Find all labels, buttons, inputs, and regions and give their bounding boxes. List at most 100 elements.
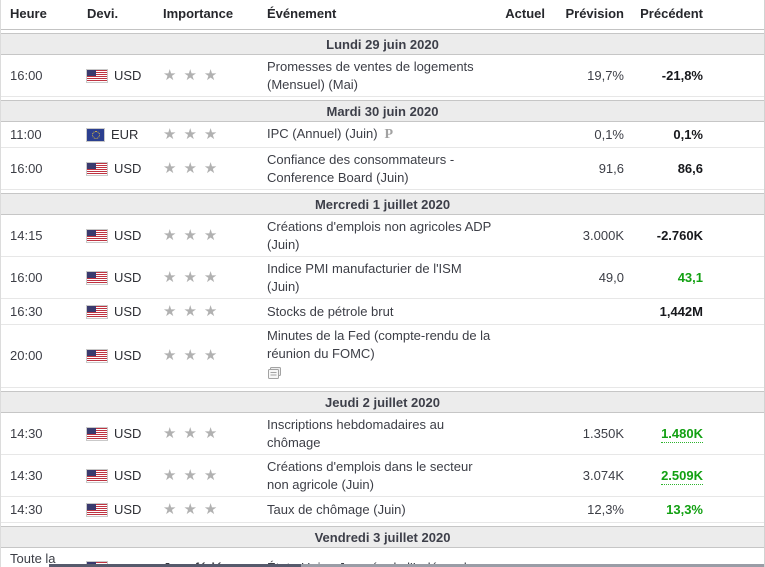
forecast-value: 1.350K (582, 425, 624, 441)
us-flag-icon (87, 69, 107, 82)
forecast-value: 12,3% (587, 501, 624, 517)
us-flag-icon (87, 229, 107, 242)
star-icon: ★ (183, 159, 197, 177)
event-name[interactable]: Créations d'emplois dans le secteur non … (267, 458, 473, 492)
previous-value: 0,1% (673, 126, 703, 142)
star-icon: ★ (163, 466, 177, 484)
actual-value (505, 432, 545, 436)
col-header-evenement: Événement (267, 6, 337, 21)
us-flag-icon (87, 427, 107, 440)
forecast-value (545, 310, 624, 314)
star-icon: ★ (183, 347, 197, 364)
star-icon: ★ (183, 466, 197, 484)
star-icon: ★ (203, 159, 218, 177)
eu-flag-icon (87, 128, 104, 141)
event-time: 16:00 (10, 160, 43, 176)
actual-value (505, 74, 545, 78)
previous-value: 86,6 (677, 160, 703, 176)
event-name[interactable]: États-Unis - Journée de l'Indépendance (267, 557, 505, 567)
actual-value (505, 310, 545, 314)
currency-cell: USD (87, 465, 163, 487)
currency-cell: USD (87, 345, 163, 367)
currency-code: USD (114, 269, 142, 285)
actual-value (505, 234, 545, 238)
table-row: 16:30 USD ★ ★ ★ Stocks de pétrole brut 1,4… (1, 299, 764, 325)
col-header-actuel: Actuel (505, 6, 545, 21)
previous-value: -2.760K (656, 227, 703, 243)
table-row: 16:00 USD ★ ★ ★ Confiance des consommateur… (1, 148, 764, 190)
event-name[interactable]: Minutes de la Fed (compte-rendu de la ré… (267, 328, 491, 361)
event-time: Toute la journée (10, 551, 56, 566)
importance-stars: ★ ★ ★ (163, 124, 267, 146)
star-icon: ★ (163, 125, 177, 143)
star-icon: ★ (163, 302, 177, 320)
star-icon: ★ (163, 268, 177, 286)
day-header-jeudi: Jeudi 2 juillet 2020 (1, 391, 764, 413)
event-name[interactable]: Créations d'emplois non agricoles ADP (J… (267, 218, 492, 252)
currency-code: USD (114, 67, 142, 83)
actual-value (505, 276, 545, 280)
star-icon: ★ (183, 500, 197, 518)
star-icon: ★ (183, 226, 197, 244)
star-icon: ★ (203, 226, 218, 244)
currency-cell: USD (87, 65, 163, 87)
table-row: 14:15 USD ★ ★ ★ Créations d'emplois non ag… (1, 215, 764, 257)
star-icon: ★ (203, 347, 218, 364)
star-icon: ★ (163, 226, 177, 244)
star-icon: ★ (163, 66, 177, 84)
previous-value (624, 354, 703, 358)
event-name[interactable]: IPC (Annuel) (Juin) (267, 126, 378, 141)
star-icon: ★ (183, 66, 197, 84)
forecast-value: 49,0 (598, 269, 624, 285)
importance-stars: ★ ★ ★ (163, 158, 267, 180)
actual-value (505, 354, 545, 358)
us-flag-icon (87, 271, 107, 284)
star-icon: ★ (203, 66, 218, 84)
event-name[interactable]: Stocks de pétrole brut (267, 303, 394, 319)
event-time: 16:00 (10, 67, 43, 83)
actual-value (505, 167, 545, 171)
event-time: 16:00 (10, 269, 43, 285)
event-name[interactable]: Confiance des consommateurs - Conference… (267, 151, 455, 185)
star-icon: ★ (163, 424, 177, 442)
us-flag-icon (87, 503, 107, 516)
star-icon: ★ (163, 159, 177, 177)
event-time: 16:30 (10, 303, 43, 319)
event-cell: IPC (Annuel) (Juin) P (267, 123, 505, 146)
importance-stars: ★ ★ ★ (163, 499, 267, 521)
star-icon: ★ (203, 500, 218, 518)
forecast-value (545, 354, 624, 358)
importance-stars: ★ ★ ★ (163, 465, 267, 487)
event-name[interactable]: Taux de chômage (Juin) (267, 501, 406, 517)
star-icon: ★ (203, 424, 218, 442)
importance-stars: ★ ★ ★ (163, 65, 267, 87)
forecast-value: 3.074K (582, 467, 624, 483)
day-header-vendredi: Vendredi 3 juillet 2020 (1, 526, 764, 548)
currency-cell: USD (87, 499, 163, 521)
currency-code: USD (114, 348, 142, 363)
currency-code: USD (114, 160, 142, 176)
table-row: 14:30 USD ★ ★ ★ Taux de chômage (Juin) 12,… (1, 497, 764, 523)
previous-value-link[interactable]: 1.480K (661, 425, 703, 443)
event-time: 14:15 (10, 227, 43, 243)
preliminary-p-icon: P (384, 127, 394, 142)
previous-value-link[interactable]: 2.509K (661, 467, 703, 485)
star-icon: ★ (203, 302, 218, 320)
table-row: 16:00 USD ★ ★ ★ Indice PMI manufacturier d… (1, 257, 764, 299)
event-name[interactable]: Indice PMI manufacturier de l'ISM (Juin) (267, 260, 462, 294)
event-time: 14:30 (10, 501, 43, 517)
event-time: 14:30 (10, 467, 43, 483)
forecast-value: 91,6 (598, 160, 624, 176)
event-name[interactable]: Inscriptions hebdomadaires au chômage (267, 416, 445, 450)
col-header-importance: Importance (163, 6, 234, 21)
currency-code: EUR (111, 126, 139, 142)
previous-value: 13,3% (666, 501, 703, 517)
report-document-icon[interactable] (267, 366, 495, 385)
previous-value: -21,8% (661, 67, 703, 83)
currency-cell: EUR (87, 124, 163, 146)
star-icon: ★ (203, 466, 218, 484)
event-name[interactable]: Promesses de ventes de logements (Mensue… (267, 58, 474, 92)
event-time: 11:00 (10, 126, 42, 142)
table-row: 14:30 USD ★ ★ ★ Créations d'emplois dans l… (1, 455, 764, 497)
